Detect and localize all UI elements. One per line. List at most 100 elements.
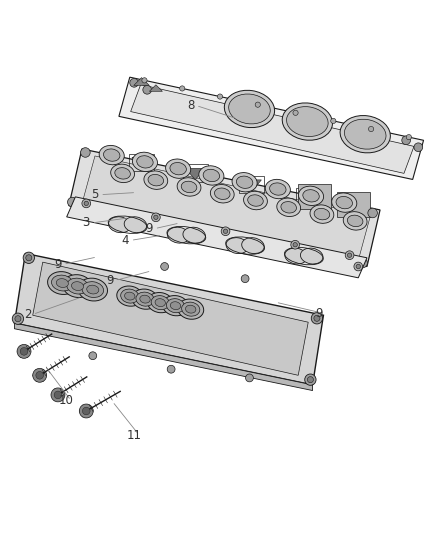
- Circle shape: [307, 377, 314, 383]
- Circle shape: [20, 348, 28, 355]
- Ellipse shape: [248, 195, 263, 206]
- Ellipse shape: [343, 212, 367, 230]
- Circle shape: [17, 344, 31, 358]
- Circle shape: [12, 313, 24, 325]
- Ellipse shape: [177, 177, 201, 196]
- Polygon shape: [33, 375, 40, 381]
- Circle shape: [152, 213, 160, 222]
- Circle shape: [291, 240, 300, 249]
- Circle shape: [15, 316, 21, 322]
- Circle shape: [81, 148, 90, 157]
- Circle shape: [406, 134, 411, 140]
- Circle shape: [347, 253, 352, 257]
- Circle shape: [246, 374, 253, 382]
- Ellipse shape: [282, 103, 332, 140]
- Ellipse shape: [147, 293, 173, 313]
- Polygon shape: [36, 375, 43, 381]
- Circle shape: [356, 264, 360, 269]
- Polygon shape: [51, 389, 58, 395]
- Ellipse shape: [340, 116, 390, 153]
- Ellipse shape: [226, 238, 248, 254]
- Ellipse shape: [124, 217, 147, 233]
- Ellipse shape: [199, 166, 224, 185]
- Ellipse shape: [286, 107, 328, 136]
- Ellipse shape: [344, 119, 386, 149]
- Ellipse shape: [203, 169, 219, 182]
- Ellipse shape: [347, 215, 363, 227]
- Polygon shape: [83, 156, 371, 261]
- Text: 9: 9: [315, 307, 323, 320]
- Ellipse shape: [144, 171, 168, 189]
- Ellipse shape: [167, 227, 190, 243]
- Circle shape: [154, 215, 158, 220]
- Ellipse shape: [281, 201, 297, 213]
- Polygon shape: [131, 85, 414, 173]
- Ellipse shape: [285, 248, 307, 264]
- Polygon shape: [67, 197, 367, 278]
- Ellipse shape: [132, 289, 158, 309]
- Text: 8: 8: [187, 99, 194, 112]
- Ellipse shape: [111, 164, 134, 183]
- Circle shape: [36, 372, 43, 379]
- Ellipse shape: [121, 289, 139, 303]
- Ellipse shape: [242, 238, 264, 254]
- Ellipse shape: [215, 188, 230, 199]
- Circle shape: [314, 315, 320, 321]
- Circle shape: [82, 407, 90, 415]
- Ellipse shape: [277, 198, 300, 216]
- Ellipse shape: [314, 208, 330, 220]
- Ellipse shape: [117, 286, 143, 306]
- Polygon shape: [58, 389, 65, 395]
- Circle shape: [82, 199, 91, 208]
- Ellipse shape: [109, 217, 131, 233]
- Circle shape: [331, 118, 336, 124]
- Polygon shape: [298, 184, 331, 209]
- Ellipse shape: [71, 281, 84, 290]
- Circle shape: [143, 85, 152, 94]
- Polygon shape: [24, 351, 31, 358]
- Ellipse shape: [265, 180, 290, 199]
- Polygon shape: [40, 375, 47, 381]
- Ellipse shape: [155, 298, 166, 306]
- Circle shape: [67, 197, 77, 207]
- Circle shape: [167, 365, 175, 373]
- Circle shape: [180, 86, 185, 91]
- Circle shape: [221, 227, 230, 236]
- Ellipse shape: [237, 176, 253, 188]
- Ellipse shape: [140, 295, 150, 303]
- Ellipse shape: [151, 296, 170, 310]
- Polygon shape: [33, 369, 40, 375]
- Text: 3: 3: [83, 216, 90, 230]
- Polygon shape: [83, 405, 90, 411]
- Circle shape: [368, 208, 378, 218]
- Circle shape: [79, 404, 93, 418]
- Ellipse shape: [87, 285, 99, 294]
- Ellipse shape: [270, 183, 286, 195]
- Ellipse shape: [166, 298, 184, 313]
- Ellipse shape: [186, 305, 196, 313]
- Circle shape: [161, 263, 169, 270]
- Polygon shape: [337, 192, 370, 216]
- Ellipse shape: [99, 146, 124, 165]
- Circle shape: [23, 252, 35, 263]
- Polygon shape: [14, 323, 313, 391]
- Polygon shape: [14, 254, 323, 385]
- Ellipse shape: [136, 292, 154, 306]
- Polygon shape: [21, 351, 28, 358]
- Circle shape: [293, 243, 297, 247]
- Text: 11: 11: [127, 429, 141, 442]
- Circle shape: [414, 143, 423, 151]
- Polygon shape: [79, 405, 86, 411]
- Ellipse shape: [336, 197, 353, 209]
- Polygon shape: [86, 411, 93, 417]
- Polygon shape: [149, 85, 162, 91]
- Ellipse shape: [52, 275, 73, 291]
- Polygon shape: [17, 351, 24, 358]
- Polygon shape: [54, 389, 61, 395]
- Ellipse shape: [170, 302, 180, 310]
- Circle shape: [311, 313, 322, 324]
- Ellipse shape: [103, 149, 120, 161]
- Polygon shape: [69, 149, 380, 266]
- Circle shape: [51, 388, 65, 402]
- Ellipse shape: [181, 181, 197, 192]
